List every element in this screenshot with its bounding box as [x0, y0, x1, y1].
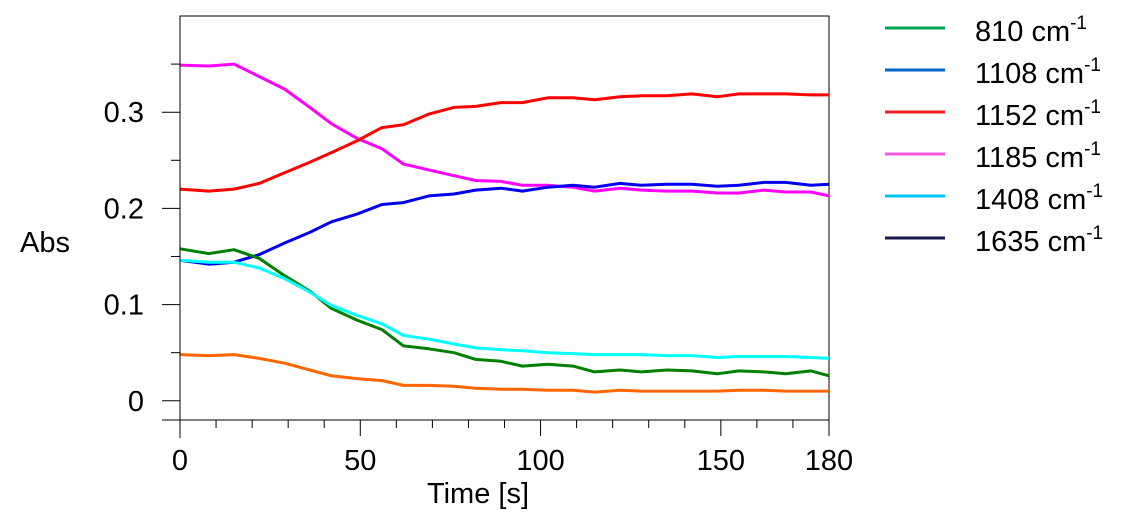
- x-tick-label: 100: [516, 445, 564, 477]
- x-tick-label: 150: [697, 445, 745, 477]
- legend-item: 1635 cm-1: [885, 223, 1103, 258]
- x-axis-title: Time [s]: [427, 478, 529, 510]
- series-line-1: [179, 62, 830, 198]
- legend: 810 cm-1 1108 cm-1 1152 cm-1 1185 cm-1 1408 …: [885, 13, 1103, 258]
- y-tick-label: 0: [128, 386, 144, 418]
- x-tick-label: 180: [805, 445, 853, 477]
- legend-label: 1152 cm-1: [975, 97, 1101, 132]
- legend-label: 1108 cm-1: [975, 55, 1101, 90]
- series-line-4: [179, 247, 830, 378]
- y-tick-label: 0.2: [104, 193, 144, 225]
- axes-layer: 0 50 100 150 180 0 0.1 0.2 0.3: [104, 16, 853, 477]
- series-line-2: [179, 92, 829, 193]
- legend-item: 1185 cm-1: [885, 139, 1101, 174]
- legend-item: 810 cm-1: [885, 13, 1087, 48]
- series-line-5: [179, 258, 830, 360]
- plot-frame: [179, 15, 830, 421]
- y-axis-title: Abs: [20, 227, 70, 259]
- legend-label: 810 cm-1: [975, 13, 1087, 48]
- legend-item: 1108 cm-1: [885, 55, 1101, 90]
- legend-label: 1635 cm-1: [975, 223, 1103, 258]
- legend-item: 1408 cm-1: [885, 181, 1103, 216]
- y-tick-label: 0.1: [104, 290, 144, 322]
- x-tick-label: 0: [172, 445, 188, 477]
- legend-label: 1408 cm-1: [975, 181, 1103, 216]
- series-line-3: [179, 180, 830, 266]
- x-tick-label: 50: [344, 445, 376, 477]
- legend-item: 1152 cm-1: [885, 97, 1101, 132]
- y-tick-label: 0.3: [104, 97, 144, 129]
- series-line-6: [179, 353, 829, 394]
- plot-area-border: [179, 15, 830, 421]
- legend-label: 1185 cm-1: [975, 139, 1101, 174]
- series-layer: [179, 62, 830, 394]
